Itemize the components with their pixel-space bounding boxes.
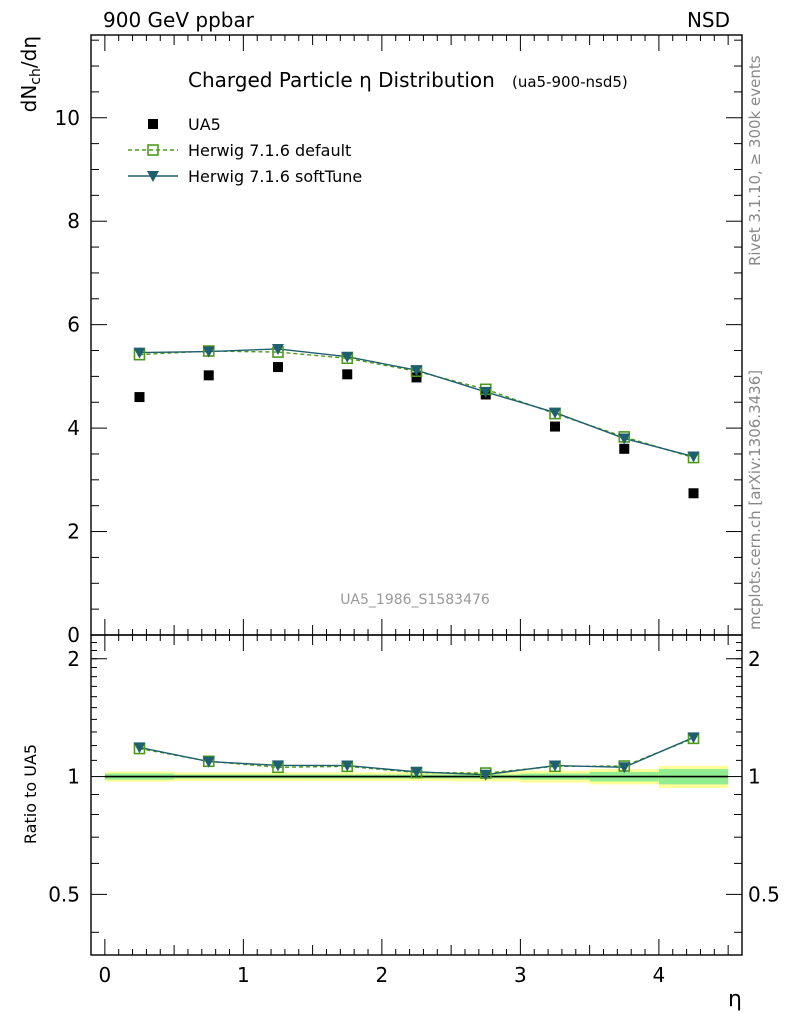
- y-tick-label: 2: [67, 520, 80, 544]
- softtune-point: [202, 346, 215, 358]
- legend-label: UA5: [188, 115, 221, 134]
- y-tick-label: 4: [67, 416, 80, 440]
- event-class-label: NSD: [686, 8, 730, 32]
- legend-label: Herwig 7.1.6 default: [188, 141, 351, 160]
- chart-title: Charged Particle η Distribution: [188, 68, 495, 92]
- rivet-version-label: Rivet 3.1.10, ≥ 300k events: [746, 55, 764, 266]
- ratio-plot-frame: [90, 634, 743, 956]
- y-tick-label: 6: [67, 313, 80, 337]
- legend-default-marker: [147, 144, 159, 156]
- ua5-data-point: [688, 488, 699, 499]
- softtune-ratio-point: [549, 760, 562, 772]
- ratio-axis-label: Ratio to UA5: [21, 744, 40, 844]
- ratio-y-tick-label-right: 1: [748, 765, 761, 789]
- softtune-point: [549, 407, 562, 419]
- ua5-data-point: [272, 362, 283, 373]
- softtune-point: [410, 365, 423, 377]
- ratio-y-tick-label-right: 2: [748, 647, 761, 671]
- ratio-y-tick-label-right: 0.5: [748, 882, 780, 906]
- softtune-point: [271, 343, 284, 355]
- legend-softtune-marker: [147, 171, 159, 182]
- x-tick-label: 1: [237, 963, 250, 987]
- ua5-data-point: [134, 392, 145, 403]
- ua5-data-point: [411, 372, 422, 383]
- ua5-data-point: [619, 443, 630, 454]
- softtune-point: [479, 386, 492, 398]
- mcplots-reference-label: mcplots.cern.ch [arXiv:1306.3436]: [746, 369, 764, 630]
- x-axis-label: η: [728, 987, 742, 1012]
- y-tick-label: 8: [67, 209, 80, 233]
- legend-ua5-marker: [148, 119, 158, 129]
- x-tick-label: 4: [653, 963, 666, 987]
- chart-text: Charged Particle η Distribution (ua5-900…: [17, 36, 742, 1012]
- legend: UA5 Herwig 7.1.6 default Herwig 7.1.6 soft…: [128, 115, 362, 186]
- softtune-point: [618, 433, 631, 445]
- softtune-ratio-point: [687, 732, 700, 744]
- y-tick-label: 10: [55, 106, 80, 130]
- chart-subtitle: (ua5-900-nsd5): [512, 73, 628, 91]
- softtune-ratio-point: [341, 760, 354, 772]
- softtune-point: [687, 451, 700, 463]
- y-axis-label: dNch/dη: [17, 36, 44, 112]
- softtune-ratio-point: [133, 742, 146, 754]
- ua5-data-point: [550, 421, 561, 432]
- softtune-point: [133, 347, 146, 359]
- ratio-y-tick-label-left: 2: [67, 647, 80, 671]
- softtune-ratio-point: [202, 756, 215, 768]
- y-axis-label-main: dN: [17, 85, 41, 113]
- ua5-data-point: [342, 369, 353, 380]
- x-tick-label: 2: [376, 963, 389, 987]
- ratio-y-tick-label-left: 1: [67, 765, 80, 789]
- analysis-watermark: UA5_1986_S1583476: [340, 592, 490, 608]
- y-axis-label-sub: ch: [28, 68, 44, 85]
- y-tick-label: 0: [67, 623, 80, 647]
- softtune-ratio-point: [618, 762, 631, 774]
- softtune-series-line: [139, 348, 694, 458]
- legend-label: Herwig 7.1.6 softTune: [188, 167, 362, 186]
- x-tick-label: 3: [514, 963, 527, 987]
- x-tick-label: 0: [98, 963, 111, 987]
- process-label: 900 GeV ppbar: [103, 8, 254, 32]
- softtune-point: [341, 351, 354, 363]
- softtune-ratio-point: [410, 766, 423, 778]
- ratio-y-tick-label-left: 0.5: [48, 882, 80, 906]
- softtune-ratio-point: [479, 769, 492, 781]
- series-layer: [133, 343, 700, 781]
- softtune-ratio-point: [271, 760, 284, 772]
- y-axis-label-suffix: /dη: [17, 36, 41, 68]
- ua5-data-point: [203, 370, 214, 381]
